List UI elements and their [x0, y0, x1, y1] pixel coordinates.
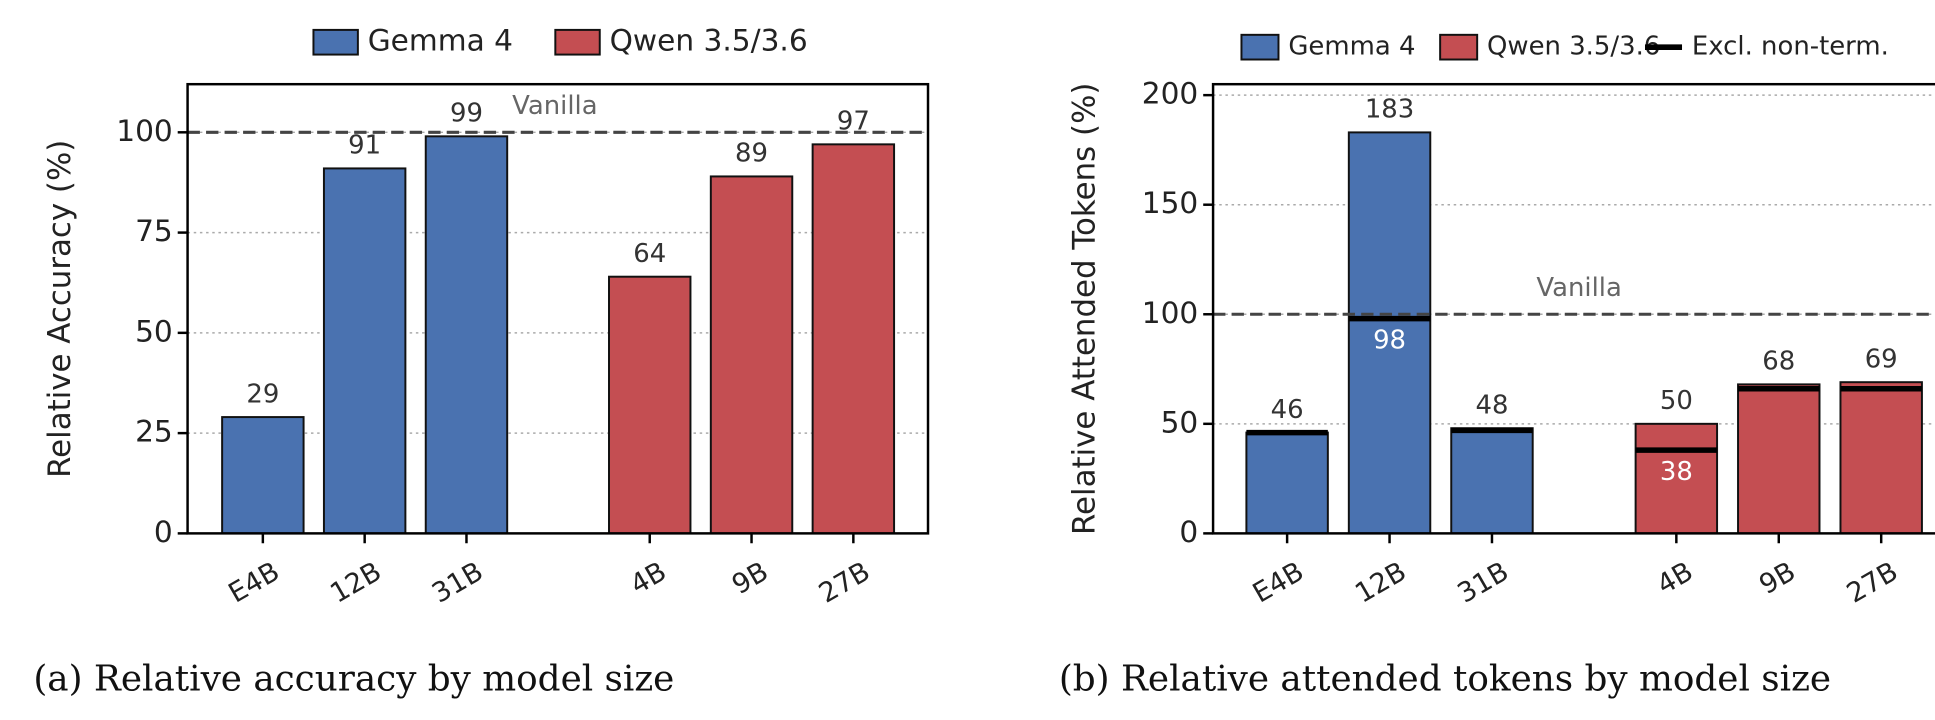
bar [1634, 422, 1719, 535]
value-label: 68 [1762, 347, 1795, 377]
bar [1347, 131, 1432, 535]
plot-frame [1211, 82, 1935, 535]
x-tick-label: 9B [1754, 556, 1801, 601]
y-tick-label: 0 [1179, 515, 1198, 549]
value-label: 64 [633, 239, 666, 269]
value-label: 29 [246, 379, 279, 409]
reference-label: Vanilla [1536, 273, 1621, 303]
caption: (a) Relative accuracy by model size [33, 658, 674, 699]
x-tick-label: 12B [1350, 556, 1412, 609]
chart: 0 25 50 75 100 Relative Accuracy (%) E4B 12B 31B… [33, 24, 930, 699]
value-label: 50 [1660, 386, 1693, 416]
x-tick-label: 4B [1652, 556, 1699, 601]
y-tick-label: 100 [1142, 296, 1199, 330]
bar [322, 167, 407, 535]
value-label: 48 [1475, 390, 1508, 420]
x-tick-label: 31B [427, 556, 489, 609]
x-tick-label: 9B [727, 556, 774, 601]
y-tick-label: 50 [135, 314, 173, 348]
x-tick-label: 31B [1453, 556, 1515, 609]
x-tick-label: 4B [625, 556, 672, 601]
x-tick-label: 12B [325, 556, 387, 609]
legend-swatch [312, 28, 359, 56]
x-tick-label: E4B [223, 556, 284, 609]
y-tick-label: 75 [135, 214, 173, 248]
legend-label: Excl. non-term. [1692, 32, 1889, 62]
bar [1245, 431, 1329, 535]
bar [1737, 383, 1821, 535]
y-tick-label: 150 [1142, 186, 1199, 220]
legend-swatch [1240, 33, 1280, 61]
legend-label: Qwen 3.5/3.6 [1487, 32, 1660, 62]
inner-label: 98 [1373, 325, 1406, 355]
value-label: 46 [1271, 395, 1304, 425]
legend-label: Qwen 3.5/3.6 [610, 24, 808, 58]
bar [221, 416, 305, 535]
value-label: 69 [1865, 344, 1898, 374]
value-label: 89 [735, 139, 768, 169]
legend-swatch [1439, 33, 1479, 61]
legend-label: Gemma 4 [368, 24, 513, 58]
y-tick-label: 50 [1161, 405, 1199, 439]
bar [424, 135, 509, 535]
value-label: 91 [348, 131, 381, 161]
value-label: 99 [450, 99, 483, 129]
y-axis-label: Relative Accuracy (%) [42, 140, 78, 478]
y-tick-label: 25 [135, 415, 173, 449]
plot-frame [186, 82, 930, 535]
legend-swatch [554, 28, 601, 56]
chart: 0 50 100 150 200 Relative Attended Tokens (%)… [1059, 32, 1935, 699]
y-tick-label: 100 [116, 114, 173, 148]
bar [1839, 381, 1923, 535]
bar [608, 275, 692, 535]
x-tick-label: E4B [1248, 556, 1309, 609]
y-tick-label: 0 [154, 515, 173, 549]
y-tick-label: 200 [1142, 77, 1199, 111]
value-label: 183 [1365, 95, 1414, 125]
bar [709, 175, 794, 535]
bar [1450, 427, 1534, 535]
legend-label: Gemma 4 [1288, 32, 1415, 62]
reference-label: Vanilla [512, 91, 597, 121]
bar [811, 143, 896, 535]
inner-label: 38 [1660, 457, 1693, 487]
y-axis-label: Relative Attended Tokens (%) [1066, 83, 1102, 535]
x-tick-label: 27B [814, 556, 876, 609]
x-tick-label: 27B [1842, 556, 1904, 609]
caption: (b) Relative attended tokens by model si… [1059, 658, 1831, 699]
